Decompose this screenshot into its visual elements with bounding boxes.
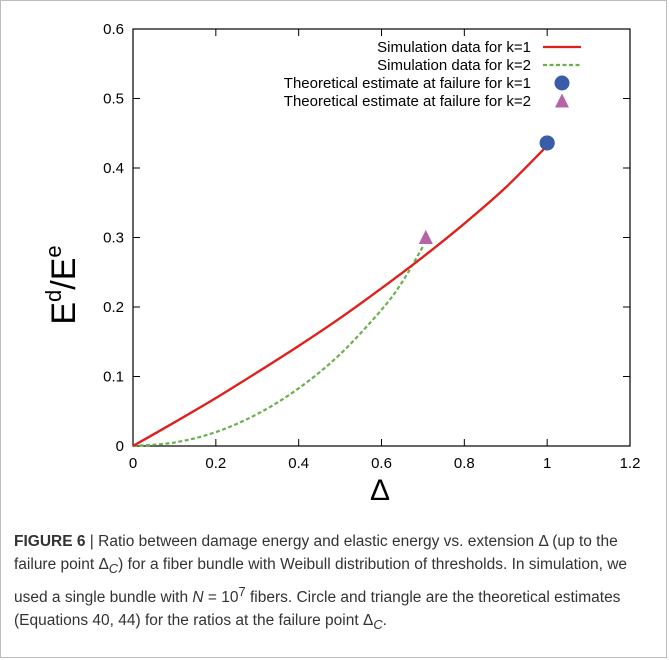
y-tick-label: 0.4 xyxy=(103,160,124,177)
legend-label-2: Simulation data for k=2 xyxy=(377,57,531,74)
figure-caption: FIGURE 6 | Ratio between damage energy a… xyxy=(14,530,654,636)
plot-axes: 0 0.2 0.4 0.6 0.8 1 1.2 0 0.1 0.2 0.3 0.4 0.5 0.6 xyxy=(103,21,640,472)
legend-swatch-4 xyxy=(555,93,569,108)
caption-p1: Ratio between damage energy and elastic … xyxy=(14,533,628,633)
series-marker-top-1 xyxy=(539,135,555,151)
x-tick-label: 0.8 xyxy=(454,455,475,472)
legend-label-4: Theoretical estimate at failure for k=2 xyxy=(284,93,531,110)
series-marker-top-2 xyxy=(418,230,433,244)
series-layer xyxy=(132,135,555,448)
x-axis-label: Δ xyxy=(370,474,390,507)
y-tick-label: 0.2 xyxy=(103,299,124,316)
legend-swatch-3 xyxy=(554,75,570,91)
y-tick-label: 0.3 xyxy=(103,230,124,247)
x-tick-label: 1.2 xyxy=(620,455,641,472)
y-tick-label: 0.1 xyxy=(103,369,124,386)
x-tick-label: 0.2 xyxy=(205,455,226,472)
figure-label: FIGURE 6 xyxy=(14,533,86,550)
x-tick-label: 0.6 xyxy=(371,455,392,472)
series-line-1-overlay xyxy=(132,144,548,447)
legend-label-1: Simulation data for k=1 xyxy=(377,39,531,56)
legend-label-3: Theoretical estimate at failure for k=1 xyxy=(284,75,531,92)
y-tick-label: 0.5 xyxy=(103,91,124,108)
y-tick-label: 0 xyxy=(116,438,124,455)
x-tick-label: 0 xyxy=(129,455,137,472)
series-line-1 xyxy=(132,144,548,447)
x-tick-label: 1 xyxy=(543,455,551,472)
series-line-2 xyxy=(132,245,424,448)
chart: 0 0.2 0.4 0.6 0.8 1 1.2 0 0.1 0.2 0.3 0.4 0.5 0.6 Sim… xyxy=(41,21,640,507)
y-axis-label: Ed/Ee xyxy=(41,245,83,324)
x-tick-label: 0.4 xyxy=(288,455,309,472)
caption-text: Ratio between damage energy and elastic … xyxy=(14,533,628,633)
caption-separator: | xyxy=(89,533,94,550)
y-tick-label: 0.6 xyxy=(103,21,124,38)
